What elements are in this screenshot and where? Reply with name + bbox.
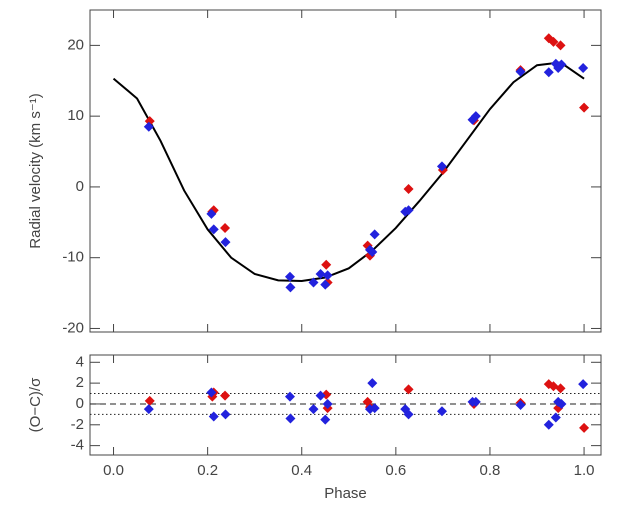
data-point	[556, 59, 567, 70]
data-point	[470, 111, 481, 122]
data-point	[548, 36, 559, 47]
data-point	[285, 282, 296, 293]
y-tick-label: -2	[71, 416, 84, 433]
data-point	[579, 102, 590, 113]
data-point	[543, 419, 554, 430]
data-point	[322, 270, 333, 281]
x-tick-label: 0.2	[197, 462, 218, 479]
data-point	[320, 279, 331, 290]
data-point	[308, 277, 319, 288]
y-axis-label: (O−C)/σ	[27, 377, 44, 432]
x-tick-label: 0.6	[385, 462, 406, 479]
y-tick-label: -10	[62, 249, 84, 266]
data-point	[143, 121, 154, 132]
data-point	[322, 398, 333, 409]
data-point	[555, 383, 566, 394]
x-axis-label: Phase	[324, 485, 367, 502]
data-point	[284, 391, 295, 402]
data-point	[320, 414, 331, 425]
data-point	[470, 396, 481, 407]
y-tick-label: 10	[67, 107, 84, 124]
data-point	[403, 205, 414, 216]
data-point	[220, 222, 231, 233]
data-point	[206, 387, 217, 398]
data-point	[367, 247, 378, 258]
x-tick-label: 0.8	[480, 462, 501, 479]
data-point	[515, 66, 526, 77]
data-point	[208, 224, 219, 235]
data-point	[578, 379, 589, 390]
data-point	[206, 208, 217, 219]
data-point	[284, 271, 295, 282]
x-tick-label: 1.0	[574, 462, 595, 479]
x-tick-label: 0.4	[291, 462, 312, 479]
y-tick-label: 0	[76, 395, 84, 412]
data-point	[515, 400, 526, 410]
data-point	[550, 412, 561, 423]
data-point	[555, 40, 566, 51]
y-tick-label: 20	[67, 36, 84, 53]
y-tick-label: -20	[62, 319, 84, 336]
data-point	[436, 406, 447, 417]
data-point	[315, 268, 326, 279]
data-point	[403, 409, 414, 420]
data-point	[403, 384, 414, 395]
data-point	[578, 63, 589, 74]
plot-frame	[89, 9, 602, 333]
data-point	[143, 404, 154, 415]
data-point	[369, 229, 380, 240]
data-point	[403, 184, 414, 195]
data-point	[369, 403, 380, 414]
y-tick-label: 0	[76, 178, 84, 195]
plot-frame	[89, 354, 602, 456]
model-curve	[112, 61, 585, 283]
y-axis-label: Radial velocity (km s⁻¹)	[27, 93, 44, 248]
y-tick-label: 2	[76, 374, 84, 391]
data-point	[436, 161, 447, 172]
data-point	[220, 237, 231, 248]
data-point	[579, 422, 590, 433]
data-point	[315, 390, 326, 401]
data-point	[144, 395, 155, 406]
data-point	[543, 67, 554, 78]
x-tick-label: 0.0	[103, 462, 124, 479]
data-point	[208, 411, 219, 422]
data-point	[556, 398, 567, 409]
data-point	[308, 404, 319, 415]
data-point	[285, 413, 296, 424]
data-point	[367, 378, 378, 389]
y-tick-label: -4	[71, 437, 84, 454]
y-tick-label: 4	[76, 353, 84, 370]
data-point	[220, 409, 231, 420]
data-point	[220, 390, 231, 401]
data-point	[321, 259, 332, 270]
